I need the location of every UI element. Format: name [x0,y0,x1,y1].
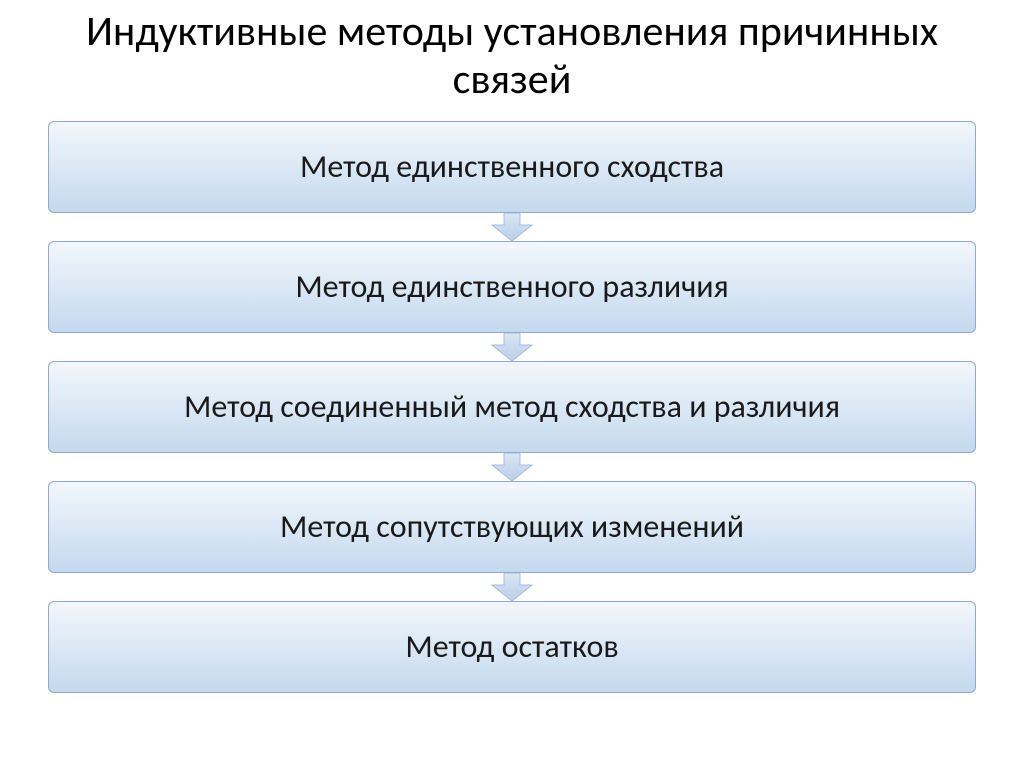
step-label: Метод единственного сходства [300,147,724,186]
step-label: Метод соединенный метод сходства и разли… [184,387,840,426]
arrow-down-icon [488,213,536,241]
step-label: Метод сопутствующих изменений [280,507,744,546]
step-box: Метод сопутствующих изменений [48,481,976,573]
step-label: Метод остатков [405,627,618,666]
step-box: Метод единственного различия [48,241,976,333]
arrow-down-icon [488,573,536,601]
slide-title: Индуктивные методы установления причинны… [0,8,1024,105]
flowchart: Метод единственного сходства Метод единс… [0,121,1024,693]
step-box: Метод единственного сходства [48,121,976,213]
step-box: Метод соединенный метод сходства и разли… [48,361,976,453]
arrow-down-icon [488,453,536,481]
step-box: Метод остатков [48,601,976,693]
step-label: Метод единственного различия [295,267,728,306]
arrow-down-icon [488,333,536,361]
